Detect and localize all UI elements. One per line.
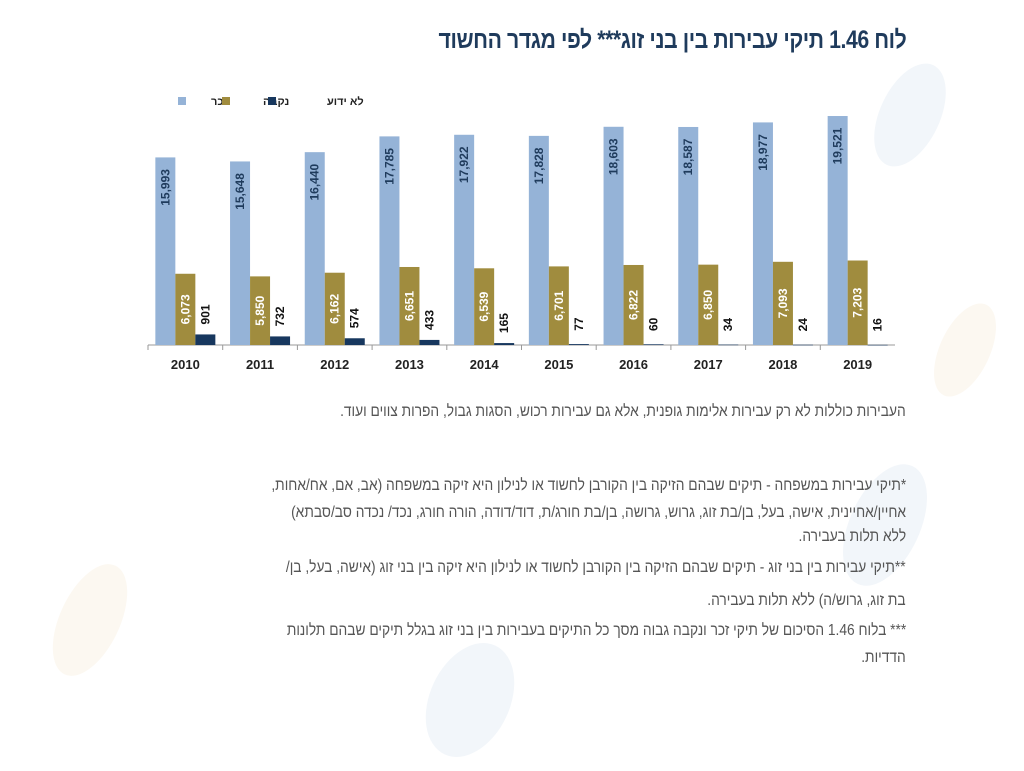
data-label: 732 (273, 306, 287, 326)
bar-1 (474, 268, 495, 345)
x-tick-label: 2012 (320, 357, 349, 372)
bar-1 (847, 260, 868, 345)
data-label: 574 (348, 308, 362, 328)
data-label: 16 (871, 318, 885, 332)
bar-2 (568, 344, 589, 345)
bar-1 (324, 272, 345, 345)
x-tick-label: 2017 (694, 357, 723, 372)
x-tick-label: 2013 (395, 357, 424, 372)
data-label: 19,521 (831, 127, 845, 164)
x-tick-label: 2019 (843, 357, 872, 372)
bar-0 (528, 135, 549, 345)
data-label: 901 (198, 304, 212, 324)
data-label: 165 (497, 313, 511, 333)
bar-2 (270, 336, 291, 345)
data-label: 18,603 (607, 138, 621, 175)
data-label: 6,539 (477, 291, 491, 321)
data-label: 18,977 (756, 134, 770, 171)
data-label: 18,587 (681, 138, 695, 175)
data-label: 6,073 (178, 294, 192, 324)
note-1: העבירות כוללות לא רק עבירות אלימות גופני… (340, 403, 906, 420)
data-label: 16,440 (308, 163, 322, 200)
note-3: **תיקי עבירות בין בני זוג - תיקים שבהם ה… (286, 559, 906, 576)
legend-swatch (178, 97, 186, 105)
x-tick-label: 2014 (470, 357, 500, 372)
data-label: 433 (422, 310, 436, 330)
data-label: 17,922 (457, 146, 471, 183)
data-label: 60 (647, 317, 661, 331)
data-label: 17,828 (532, 147, 546, 184)
note-2c: ללא תלות בעבירה. (798, 528, 906, 545)
x-tick-label: 2015 (544, 357, 573, 372)
bar-0 (230, 161, 251, 345)
data-label: 5,850 (253, 295, 267, 325)
bar-2 (344, 338, 365, 345)
bar-1 (175, 273, 196, 345)
bar-2 (792, 344, 813, 346)
x-tick-label: 2011 (246, 357, 274, 372)
chart-title: לוח 1.46 תיקי עבירות בין בני זוג*** לפי … (438, 26, 906, 54)
x-tick-label: 2016 (619, 357, 648, 372)
bar-2 (195, 334, 216, 345)
bar-2 (643, 344, 664, 345)
note-2: *תיקי עבירות במשפחה - תיקים שבהם הזיקה ב… (271, 477, 906, 494)
data-label: 6,822 (627, 290, 641, 320)
data-label: 6,850 (701, 289, 715, 319)
note-2b: אחיין/אחיינית, אישה, בעל, בן/בת זוג, גרו… (291, 504, 906, 521)
bar-0 (752, 122, 773, 346)
data-label: 34 (721, 318, 735, 332)
data-label: 17,785 (382, 148, 396, 185)
bar-2 (494, 343, 515, 345)
bar-1 (399, 266, 420, 345)
bar-0 (379, 136, 400, 345)
bar-0 (454, 134, 475, 345)
background-decoration (37, 552, 143, 688)
x-tick-label: 2018 (768, 357, 797, 372)
data-label: 15,993 (158, 169, 172, 206)
bar-1 (623, 264, 644, 345)
bar-2 (718, 344, 739, 346)
background-decoration (408, 628, 532, 771)
data-label: 77 (572, 317, 586, 331)
data-label: 6,701 (552, 290, 566, 320)
note-3b: בת זוג, גרוש/ה) ללא תלות בעבירה. (707, 592, 906, 609)
bar-0 (827, 116, 848, 345)
data-label: 7,093 (776, 288, 790, 318)
legend-label: לא ידוע (327, 95, 364, 108)
data-label: 24 (796, 318, 810, 332)
bar-1 (698, 264, 719, 345)
note-4b: הדדיות. (861, 649, 906, 666)
legend-swatch (268, 97, 276, 105)
bar-0 (678, 126, 699, 345)
bar-0 (603, 126, 624, 346)
data-label: 15,648 (233, 173, 247, 210)
x-tick-label: 2010 (171, 357, 200, 372)
bar-2 (419, 339, 440, 345)
note-4: *** בלוח 1.46 הסיכום של תיקי זכר ונקבה ג… (286, 622, 906, 639)
data-label: 6,651 (402, 291, 416, 321)
bar-1 (250, 276, 271, 345)
bar-0 (304, 152, 325, 345)
bar-1 (548, 266, 569, 345)
legend-swatch (222, 97, 230, 105)
legend-label: נקבה (263, 96, 289, 108)
bar-0 (155, 157, 176, 345)
data-label: 7,203 (851, 287, 865, 317)
bar-2 (867, 344, 888, 346)
bar-chart: 2010 15,993 6,073 901 2011 15,648 5,850 732 2012… (147, 95, 895, 372)
data-label: 6,162 (328, 294, 342, 324)
bar-1 (772, 261, 793, 345)
